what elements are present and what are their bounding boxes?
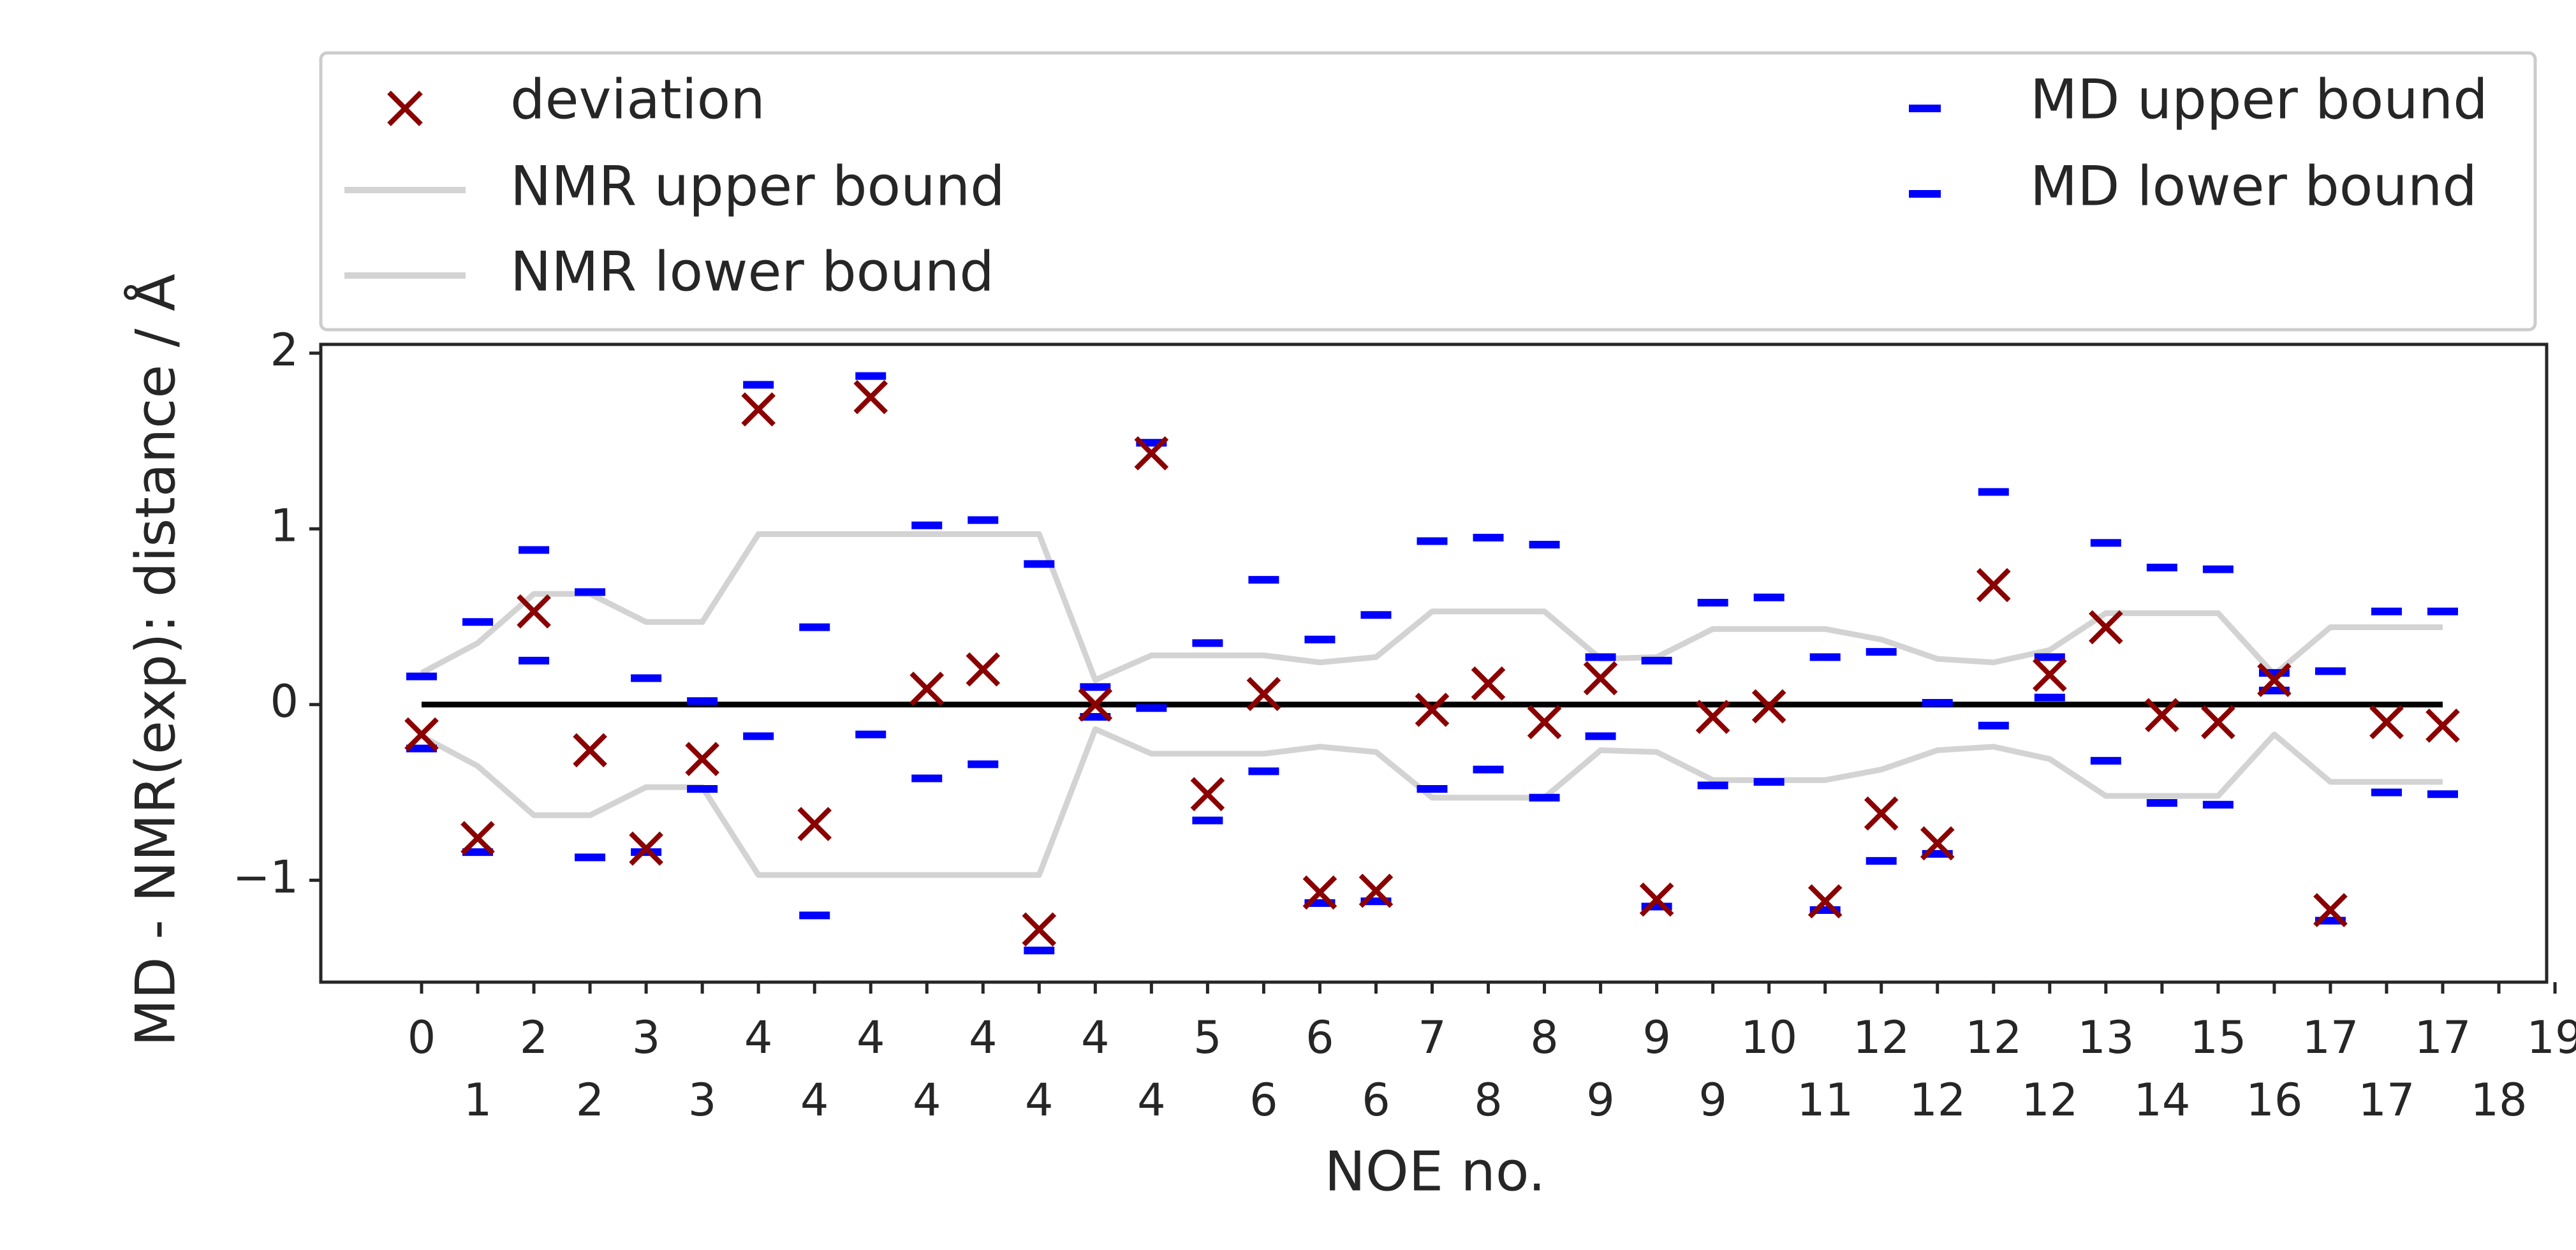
deviation-marker — [1920, 826, 1955, 861]
x-tick-label: 9 — [1586, 1074, 1615, 1126]
x-tick-label: 4 — [913, 1074, 941, 1126]
deviation-marker — [1807, 884, 1843, 919]
deviation-marker — [1022, 912, 1057, 947]
x-tick-label: 4 — [744, 1011, 773, 1064]
plot-frame — [319, 342, 2549, 984]
deviation-marker — [2425, 708, 2460, 743]
deviation-marker — [2032, 658, 2067, 692]
x-tick-label: 8 — [1530, 1011, 1559, 1064]
deviation-marker — [404, 717, 439, 752]
deviation-marker — [573, 733, 607, 768]
x-tick-label: 4 — [857, 1011, 885, 1064]
x-tick-label: 12 — [1853, 1011, 1910, 1064]
deviation-points — [404, 379, 2460, 947]
legend-frame — [319, 51, 2537, 332]
x-tick-label: 7 — [1418, 1011, 1446, 1064]
deviation-marker — [2257, 663, 2292, 697]
deviation-marker — [966, 652, 1001, 687]
x-tick-label: 17 — [2302, 1011, 2359, 1064]
x-tick-label: 12 — [1965, 1011, 2022, 1064]
x-tick-label: 12 — [2021, 1074, 2078, 1126]
deviation-marker — [1190, 777, 1225, 812]
md-bounds — [406, 372, 2458, 955]
deviation-marker — [2145, 698, 2179, 733]
x-tick-label: 12 — [1909, 1074, 1966, 1126]
x-tick-label: 4 — [1025, 1074, 1054, 1126]
nmr-bounds — [420, 531, 2443, 878]
x-tick-label: 9 — [1698, 1074, 1727, 1126]
x-tick-label: 14 — [2133, 1074, 2190, 1126]
deviation-marker — [741, 392, 776, 427]
x-tick-label: 8 — [1474, 1074, 1503, 1126]
deviation-marker — [1639, 882, 1674, 917]
deviation-marker — [1695, 700, 1730, 734]
x-tick-label: 3 — [632, 1011, 661, 1064]
nmr-lower-line — [420, 726, 2443, 878]
deviation-marker — [1358, 873, 1394, 908]
legend-label-nmr-upper: NMR upper bound — [510, 154, 1005, 218]
x-tick-label: 15 — [2190, 1011, 2246, 1064]
x-tick-label: 1 — [464, 1074, 492, 1126]
deviation-marker — [1976, 568, 2011, 603]
x-tick-label: 18 — [2470, 1074, 2527, 1126]
deviation-marker — [1471, 666, 1506, 701]
deviation-marker — [2313, 893, 2348, 927]
deviation-marker — [685, 742, 719, 776]
x-tick-label: 11 — [1797, 1074, 1853, 1126]
x-tick-label: 4 — [1137, 1074, 1166, 1126]
deviation-marker — [853, 379, 888, 415]
x-tick-label: 5 — [1193, 1011, 1222, 1064]
x-tick-label: 6 — [1306, 1011, 1334, 1064]
legend-label-deviation: deviation — [510, 68, 765, 131]
legend-label-md-upper: MD upper bound — [2030, 68, 2488, 131]
y-axis: −1 0 1 2 — [233, 324, 321, 903]
x-axis-label: NOE no. — [1325, 1140, 1546, 1203]
deviation-marker — [2369, 705, 2404, 740]
deviation-marker — [1864, 796, 1899, 831]
deviation-marker — [517, 594, 551, 629]
deviation-marker — [2201, 705, 2235, 740]
deviation-marker — [2089, 610, 2123, 645]
x-tick-label: 17 — [2358, 1074, 2415, 1126]
x-tick-label: 0 — [408, 1011, 436, 1064]
deviation-marker — [629, 831, 663, 866]
legend-label-nmr-lower: NMR lower bound — [510, 240, 994, 304]
legend: deviation NMR upper bound NMR lower boun… — [319, 51, 2537, 332]
x-tick-label: 9 — [1642, 1011, 1671, 1064]
x-tick-label: 4 — [969, 1011, 997, 1064]
x-tick-label: 6 — [1362, 1074, 1390, 1126]
legend-deviation-marker — [387, 91, 423, 126]
deviation-marker — [1527, 705, 1562, 740]
x-tick-label: 4 — [800, 1074, 829, 1126]
x-tick-label: 17 — [2414, 1011, 2471, 1064]
deviation-marker — [909, 672, 945, 706]
deviation-marker — [1583, 661, 1618, 696]
y-tick-label: −1 — [233, 851, 298, 903]
deviation-marker — [1415, 693, 1450, 727]
x-tick-label: 6 — [1249, 1074, 1278, 1126]
deviation-marker — [797, 807, 832, 841]
x-tick-label: 10 — [1741, 1011, 1797, 1064]
x-tick-label: 3 — [688, 1074, 717, 1126]
y-tick-label: 2 — [270, 324, 298, 376]
deviation-marker — [1302, 875, 1337, 910]
nmr-upper-line — [420, 531, 2443, 683]
deviation-marker — [1134, 436, 1169, 471]
x-tick-label: 13 — [2077, 1011, 2134, 1064]
deviation-marker — [1751, 689, 1786, 724]
x-tick-label: 4 — [1081, 1011, 1110, 1064]
x-tick-label: 19 — [2527, 1011, 2576, 1064]
deviation-marker — [1246, 677, 1281, 712]
x-tick-label: 2 — [576, 1074, 605, 1126]
x-tick-label: 16 — [2246, 1074, 2302, 1126]
x-axis: 0122334444444456667889991011121212121314… — [408, 982, 2576, 1126]
x-tick-label: 2 — [520, 1011, 548, 1064]
deviation-marker — [1078, 687, 1113, 722]
y-tick-label: 0 — [270, 675, 298, 728]
y-axis-label: MD - NMR(exp): distance / Å — [123, 274, 188, 1047]
legend-label-md-lower: MD lower bound — [2030, 154, 2477, 218]
y-tick-label: 1 — [270, 499, 298, 552]
deviation-marker — [460, 821, 495, 855]
